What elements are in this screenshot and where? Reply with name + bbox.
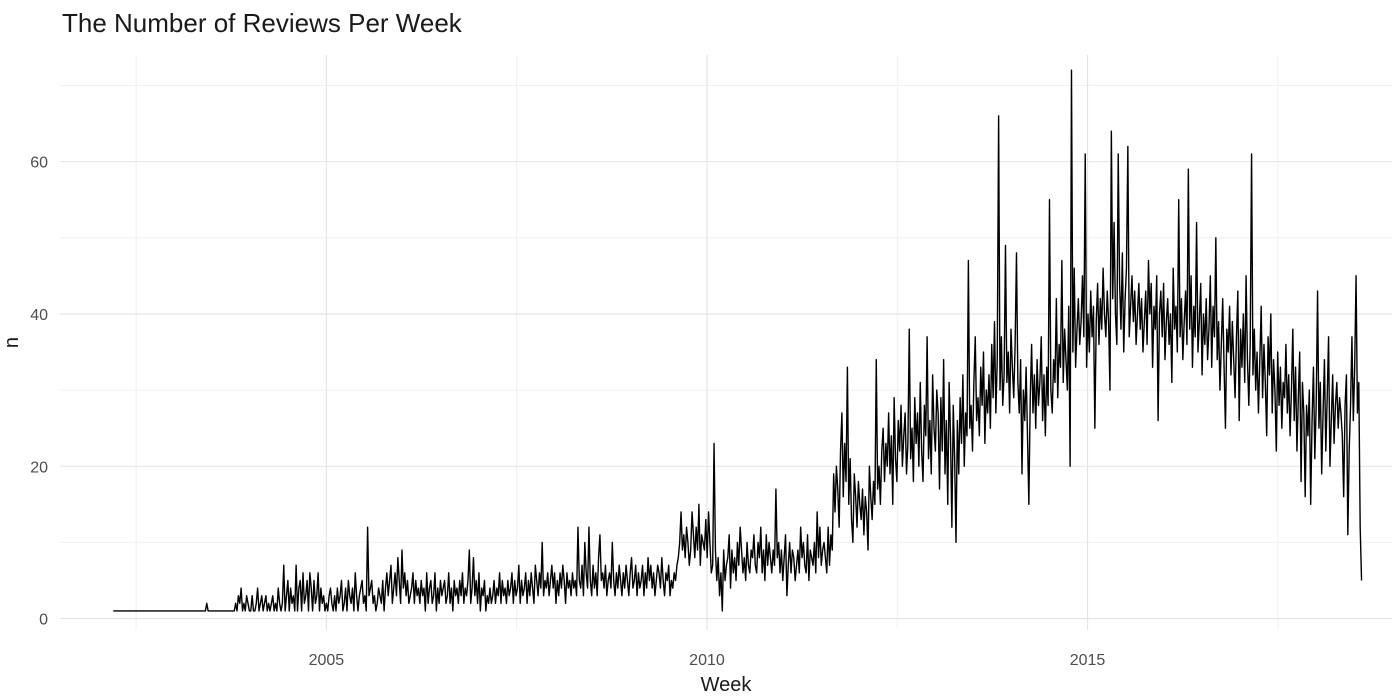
y-tick-label: 60 [30, 155, 48, 172]
y-axis-tick-labels: 0 20 40 60 [30, 155, 48, 629]
y-tick-label: 40 [30, 307, 48, 324]
x-tick-label: 2015 [1070, 652, 1106, 669]
series-line-n [113, 69, 1363, 612]
chart-title: The Number of Reviews Per Week [62, 8, 462, 38]
minor-gridlines [60, 55, 1392, 630]
x-tick-label: 2005 [309, 652, 345, 669]
y-axis-title: n [1, 337, 23, 348]
x-axis-tick-labels: 2005 2010 2015 [309, 652, 1106, 669]
y-tick-label: 20 [30, 459, 48, 476]
x-tick-label: 2010 [689, 652, 725, 669]
x-axis-title: Week [701, 674, 753, 696]
y-tick-label: 0 [39, 612, 48, 629]
